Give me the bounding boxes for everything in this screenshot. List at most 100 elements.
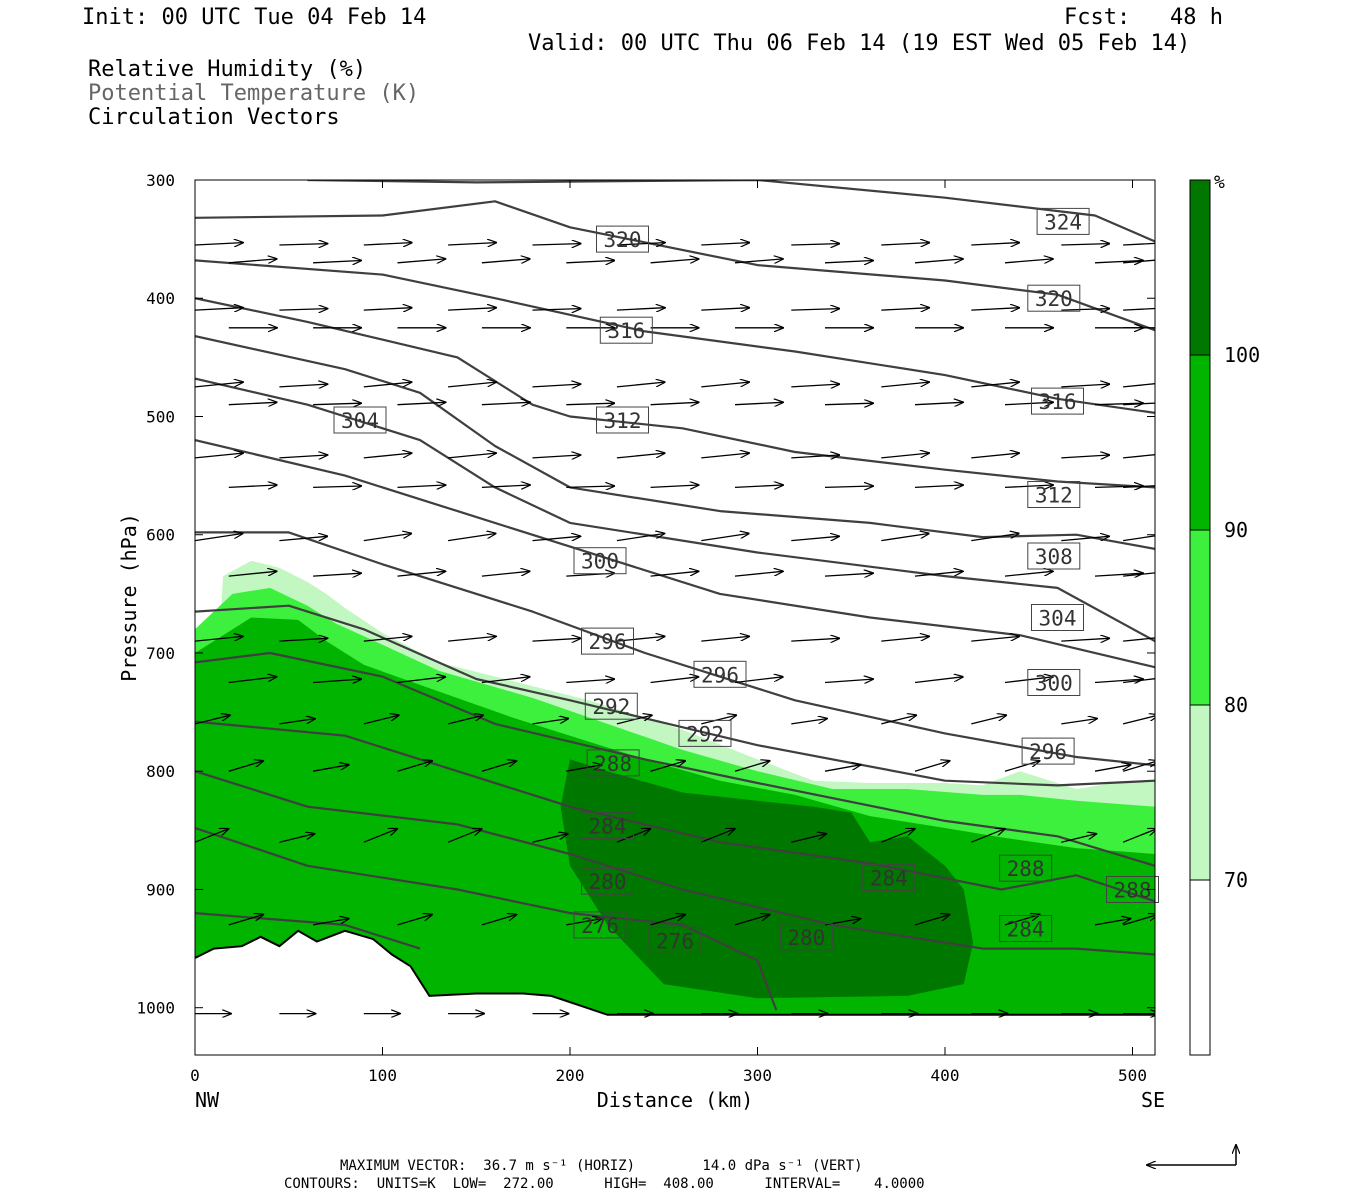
contour-label-box: [1027, 669, 1081, 696]
wind-vector: [532, 244, 581, 245]
x-tick-label: 0: [190, 1066, 200, 1085]
contour-label: 288: [586, 749, 640, 777]
wind-vector: [881, 308, 929, 310]
wind-vector: [448, 453, 496, 459]
theta-contour-320: [195, 200, 1155, 332]
y-tick-label: 1000: [136, 999, 175, 1018]
wind-vector: [881, 636, 929, 642]
colorbar-frame: [1189, 179, 1211, 1056]
wind-vector: [447, 829, 482, 843]
colorbar-label: 100: [1224, 343, 1260, 367]
wind-vector: [532, 719, 569, 725]
contour-label-box: [581, 812, 634, 840]
contour-label-text: 292: [686, 722, 724, 746]
y-tick-label: 700: [146, 644, 175, 663]
wind-vector: [1061, 384, 1109, 387]
init-time: Init: 00 UTC Tue 04 Feb 14: [82, 5, 427, 30]
contour-label-box: [581, 867, 634, 895]
wind-vector: [971, 829, 1004, 843]
wind-vector: [195, 243, 243, 245]
contour-label-text: 320: [1035, 287, 1073, 311]
y-tick-label: 500: [146, 407, 175, 426]
contour-label-text: 300: [1035, 672, 1073, 696]
field-theta: Potential Temperature (K): [88, 81, 420, 106]
contour-label-box: [596, 225, 649, 253]
wind-vector: [1061, 455, 1109, 458]
wind-vector: [363, 534, 411, 542]
wind-vector: [481, 402, 530, 404]
y-tick-label: 400: [146, 289, 175, 308]
contour-label-box: [586, 749, 640, 777]
contour-label-text: 312: [604, 409, 642, 433]
wind-vector: [397, 402, 446, 404]
wind-vector: [313, 573, 361, 576]
wind-vector: [616, 453, 665, 459]
wind-vector: [791, 638, 839, 641]
contour-label-text: 300: [581, 550, 619, 574]
colorbar-segment: [1190, 355, 1210, 530]
wind-vector: [566, 486, 614, 487]
wind-vector: [734, 571, 783, 577]
theta-contour-272: [195, 912, 421, 950]
contour-label-text: 296: [701, 663, 739, 687]
wind-vector: [1122, 915, 1155, 926]
contour-label-box: [1027, 284, 1081, 312]
plot-frame: [194, 179, 1156, 1056]
wind-vector: [734, 915, 770, 926]
wind-vector: [481, 677, 530, 684]
x-tick-label: 200: [556, 1066, 585, 1085]
theta-contour-312: [195, 297, 1155, 489]
wind-vector: [532, 536, 581, 542]
contour-label-text: 284: [589, 815, 627, 839]
wind-vector: [650, 761, 686, 772]
wind-vector: [228, 571, 277, 577]
wind-vector: [1004, 485, 1053, 487]
wind-vector: [1123, 535, 1155, 542]
contour-label-box: [1027, 481, 1081, 508]
wind-vector: [914, 402, 963, 404]
wind-vector: [650, 485, 699, 487]
wind-vector: [971, 534, 1018, 542]
y-tick-label: 800: [146, 762, 175, 781]
reference-vector: [1147, 1145, 1236, 1165]
contour-label-text: 324: [1044, 210, 1082, 234]
contour-label-text: 284: [870, 867, 908, 891]
contour-label-text: 296: [1029, 740, 1067, 764]
wind-vector: [1004, 677, 1053, 684]
wind-vector: [824, 765, 860, 772]
wind-vector: [363, 829, 397, 843]
theta-contour-308: [195, 335, 1155, 550]
wind-vector: [881, 715, 916, 725]
wind-vector: [532, 309, 581, 311]
wind-vector: [881, 829, 914, 843]
wind-vector: [1123, 454, 1155, 459]
contour-label-box: [1036, 207, 1090, 235]
wind-vector: [279, 455, 327, 458]
contour-label-box: [1031, 387, 1084, 415]
wind-vector: [228, 259, 277, 263]
wind-vector: [1122, 829, 1155, 843]
wind-vector: [791, 244, 839, 245]
wind-vector: [195, 534, 243, 542]
wind-vector: [734, 677, 783, 684]
contour-label: 284: [999, 915, 1053, 942]
wind-vector: [481, 761, 517, 772]
wind-vector: [448, 308, 496, 310]
wind-vector: [481, 485, 530, 487]
theta-contour-304: [195, 377, 1155, 643]
contour-label: 300: [1027, 669, 1081, 696]
x-tick-label: 400: [931, 1066, 960, 1085]
wind-vector: [532, 638, 581, 641]
contour-label: 276: [573, 911, 627, 939]
wind-vector: [650, 402, 699, 404]
forecast-hour: Fcst: 48 h: [1064, 5, 1223, 30]
wind-vector: [971, 308, 1019, 310]
x-axis-label: Distance (km): [597, 1088, 754, 1112]
contour-label: 300: [573, 547, 627, 575]
contour-label-text: 284: [1007, 918, 1045, 942]
wind-vector: [914, 485, 963, 487]
colorbar-label: 90: [1224, 518, 1248, 542]
contour-label: 316: [599, 316, 653, 344]
colorbar-label: 80: [1224, 693, 1248, 717]
